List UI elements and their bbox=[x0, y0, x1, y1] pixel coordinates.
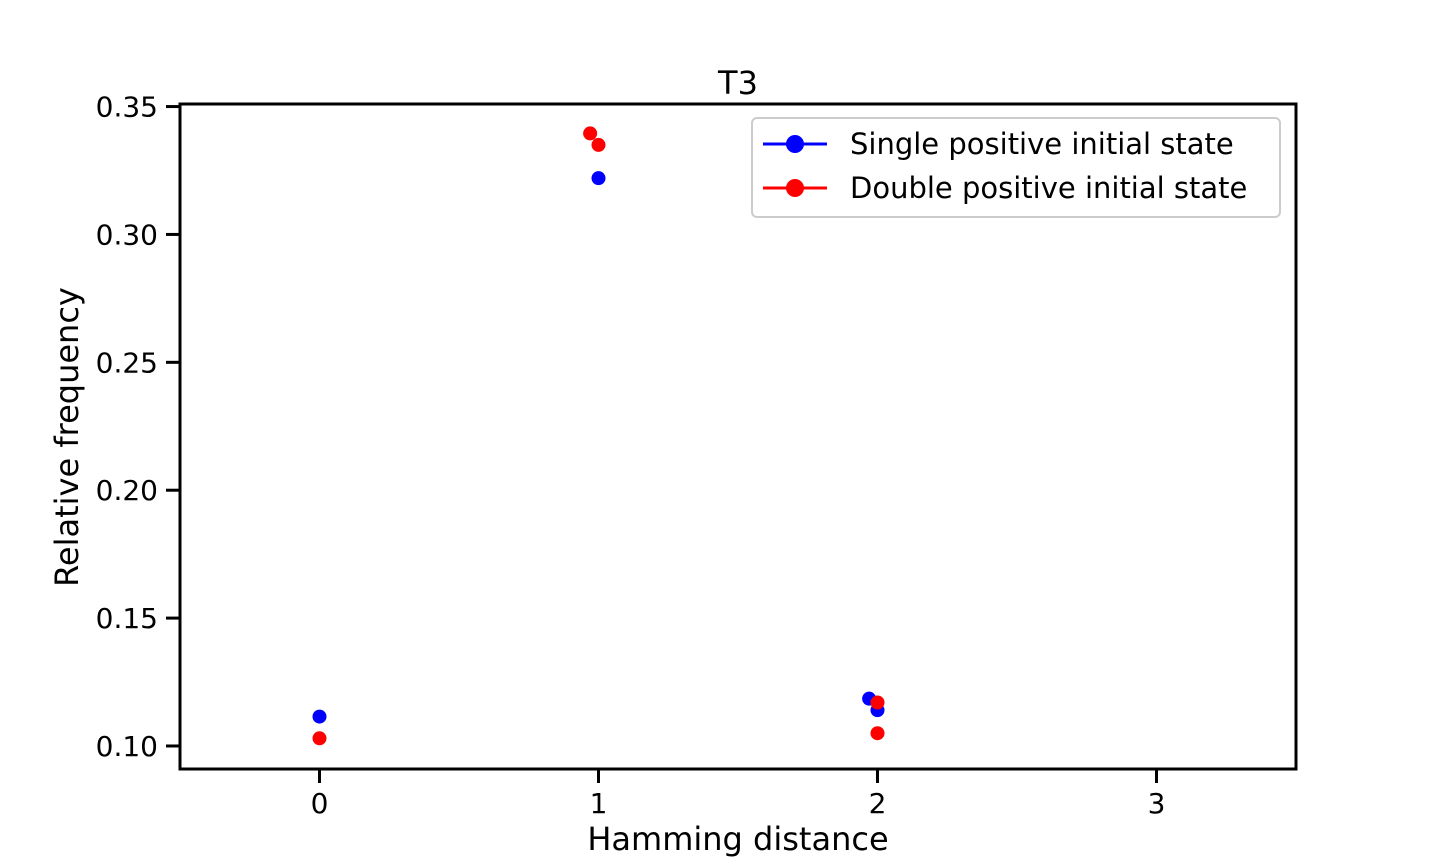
data-point-double bbox=[870, 726, 885, 741]
data-point-double bbox=[870, 695, 885, 710]
data-point-double bbox=[583, 126, 598, 141]
y-tick-label: 0.25 bbox=[96, 346, 158, 379]
x-axis-label: Hamming distance bbox=[587, 820, 888, 858]
y-tick-label: 0.30 bbox=[96, 218, 158, 251]
y-tick-label: 0.15 bbox=[96, 602, 158, 635]
x-tick-label: 0 bbox=[311, 787, 329, 820]
x-tick-label: 1 bbox=[590, 787, 608, 820]
chart-title: T3 bbox=[717, 64, 758, 102]
legend-label-double: Double positive initial state bbox=[850, 171, 1247, 205]
y-tick-label: 0.35 bbox=[96, 91, 158, 124]
x-tick-label: 3 bbox=[1148, 787, 1166, 820]
y-axis-label: Relative frequency bbox=[48, 287, 86, 587]
legend-marker-double bbox=[786, 179, 804, 197]
legend-label-single: Single positive initial state bbox=[850, 127, 1234, 161]
x-axis-ticks: 0 1 2 3 bbox=[311, 769, 1166, 820]
legend-frame bbox=[751, 117, 1281, 218]
data-points bbox=[312, 126, 885, 746]
plot-frame bbox=[178, 102, 1298, 771]
x-tick-label: 2 bbox=[869, 787, 887, 820]
data-point-single bbox=[312, 709, 327, 724]
y-tick-label: 0.20 bbox=[96, 474, 158, 507]
data-point-double bbox=[591, 137, 606, 152]
legend-marker-single bbox=[786, 135, 804, 153]
legend: Single positive initial state Double pos… bbox=[751, 117, 1281, 218]
y-axis-ticks: 0.10 0.15 0.20 0.25 0.30 0.35 bbox=[96, 91, 180, 763]
y-tick-label: 0.10 bbox=[96, 730, 158, 763]
data-point-single bbox=[591, 171, 606, 186]
data-point-double bbox=[312, 731, 327, 746]
